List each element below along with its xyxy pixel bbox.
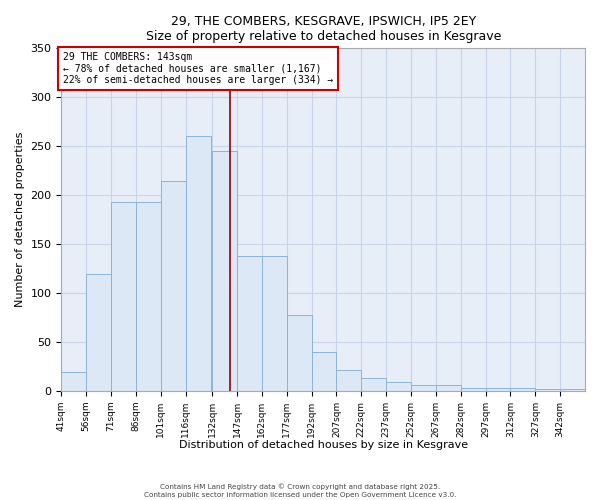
Bar [61,372,86,391]
Bar [136,202,161,391]
Bar [287,314,311,391]
Bar [411,385,436,391]
Bar [386,382,411,391]
Bar [337,370,361,391]
Bar [86,274,111,391]
Bar [212,151,237,391]
Y-axis label: Number of detached properties: Number of detached properties [15,132,25,308]
Bar [262,256,287,391]
Bar [485,388,511,391]
X-axis label: Distribution of detached houses by size in Kesgrave: Distribution of detached houses by size … [179,440,468,450]
Bar [311,352,337,391]
Title: 29, THE COMBERS, KESGRAVE, IPSWICH, IP5 2EY
Size of property relative to detache: 29, THE COMBERS, KESGRAVE, IPSWICH, IP5 … [146,15,501,43]
Bar [111,202,136,391]
Bar [535,389,560,391]
Bar [560,389,585,391]
Text: 29 THE COMBERS: 143sqm
← 78% of detached houses are smaller (1,167)
22% of semi-: 29 THE COMBERS: 143sqm ← 78% of detached… [63,52,334,86]
Text: Contains HM Land Registry data © Crown copyright and database right 2025.
Contai: Contains HM Land Registry data © Crown c… [144,484,456,498]
Bar [185,136,211,391]
Bar [436,385,461,391]
Bar [161,180,185,391]
Bar [361,378,386,391]
Bar [511,388,535,391]
Bar [237,256,262,391]
Bar [461,388,485,391]
